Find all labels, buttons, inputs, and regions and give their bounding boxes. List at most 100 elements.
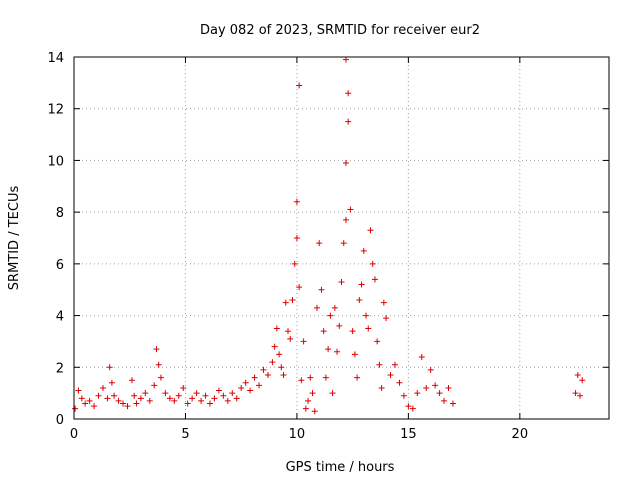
data-point (313, 304, 320, 311)
data-point (331, 304, 338, 311)
data-point (356, 297, 363, 304)
data-point (342, 56, 349, 63)
data-point (146, 397, 153, 404)
data-point (305, 397, 312, 404)
data-point (124, 403, 131, 410)
data-point (423, 384, 430, 391)
data-point (376, 361, 383, 368)
data-point (577, 392, 584, 399)
data-point (296, 82, 303, 89)
x-tick-label: 15 (400, 427, 417, 442)
data-point (392, 361, 398, 368)
y-tick-label: 12 (47, 103, 64, 118)
data-point (151, 382, 158, 389)
data-point (155, 361, 162, 368)
data-point (336, 322, 343, 329)
data-point (309, 390, 316, 397)
y-tick-label: 10 (47, 154, 64, 169)
data-point (436, 390, 443, 397)
data-point (374, 338, 381, 345)
data-point (387, 372, 394, 379)
data-point (224, 397, 231, 404)
data-point (142, 390, 149, 397)
data-point (342, 160, 349, 167)
data-point (345, 118, 352, 125)
data-point (572, 390, 579, 397)
data-point (367, 227, 374, 234)
data-point (579, 377, 586, 384)
data-point (334, 348, 341, 355)
data-point (264, 372, 271, 379)
data-point (171, 397, 178, 404)
data-point (347, 206, 354, 213)
data-point (72, 405, 79, 412)
data-point (120, 400, 127, 407)
data-point (198, 397, 205, 404)
data-point (280, 372, 287, 379)
x-tick-label: 20 (512, 427, 529, 442)
x-tick-label: 0 (70, 427, 78, 442)
data-point (327, 312, 334, 319)
data-point (162, 390, 169, 397)
data-point (247, 387, 254, 394)
data-point (342, 216, 349, 223)
y-tick-label: 4 (56, 310, 64, 325)
data-point (291, 260, 298, 267)
data-point (427, 366, 434, 373)
data-point (157, 374, 164, 381)
data-point (108, 379, 115, 386)
data-point (322, 374, 329, 381)
data-point (153, 346, 160, 353)
data-point (128, 377, 135, 384)
data-point (441, 397, 448, 404)
data-point (418, 353, 425, 360)
data-point (338, 278, 345, 285)
data-point (99, 384, 106, 391)
data-point (238, 384, 245, 391)
y-tick-label: 8 (56, 206, 64, 221)
data-point (180, 384, 187, 391)
data-point (82, 400, 89, 407)
data-point (409, 405, 416, 412)
ticks-layer: 0 5 10 15 20 0 2 4 6 8 10 12 14 (47, 51, 609, 442)
data-point (449, 400, 456, 407)
data-point (396, 379, 403, 386)
data-point (273, 325, 280, 332)
data-point (206, 400, 213, 407)
data-point (285, 328, 291, 335)
data-point (574, 372, 581, 379)
data-point (91, 403, 98, 410)
data-point (166, 395, 173, 402)
data-point (137, 395, 144, 402)
data-point (111, 392, 118, 399)
plot-frame (73, 56, 610, 420)
y-tick-label: 14 (47, 51, 64, 66)
data-point (104, 395, 111, 402)
data-point (363, 312, 370, 319)
y-tick-label: 2 (56, 361, 64, 376)
data-point (293, 235, 300, 241)
data-point (380, 299, 387, 306)
data-point (307, 374, 314, 381)
data-point (340, 240, 347, 247)
marks-layer (72, 56, 586, 415)
data-point (300, 338, 307, 345)
data-point (233, 395, 240, 402)
x-axis-label: GPS time / hours (286, 460, 395, 475)
data-point (311, 408, 318, 415)
y-tick-label: 6 (56, 258, 64, 273)
data-point (211, 395, 218, 402)
data-point (133, 400, 140, 407)
data-point (351, 351, 358, 358)
data-point (106, 364, 113, 371)
data-point (115, 397, 122, 404)
data-point (345, 90, 352, 97)
x-tick-label: 10 (289, 427, 306, 442)
data-point (189, 395, 196, 402)
data-point (271, 343, 278, 350)
data-point (242, 379, 249, 386)
data-point (383, 315, 390, 322)
data-point (282, 299, 289, 306)
data-point (86, 397, 93, 404)
